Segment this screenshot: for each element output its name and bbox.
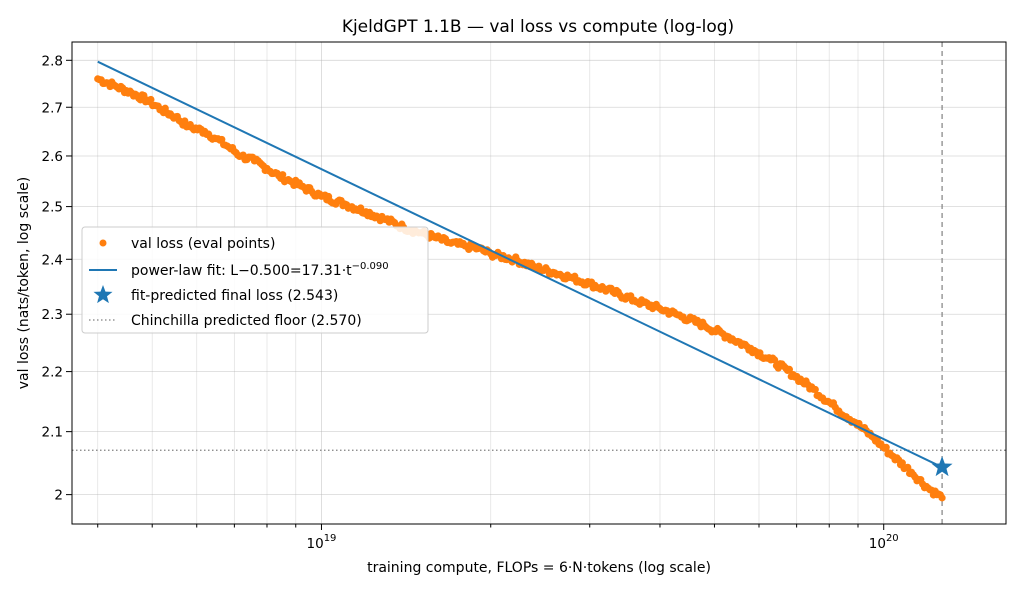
x-tick-label: 1019 <box>307 533 337 552</box>
eval-point <box>936 491 944 499</box>
x-tick-label: 1020 <box>869 533 899 552</box>
y-tick-label: 2.3 <box>42 307 63 323</box>
eval-point <box>147 95 155 104</box>
eval-point <box>140 91 148 100</box>
eval-point <box>181 117 189 125</box>
y-tick-label: 2.7 <box>42 100 63 116</box>
y-axis-label: val loss (nats/token, log scale) <box>16 177 32 390</box>
eval-point <box>898 459 906 467</box>
legend: val loss (eval points) power-law fit: L−… <box>81 226 429 334</box>
grid <box>72 42 1006 524</box>
legend-label-floor: Chinchilla predicted floor (2.570) <box>131 313 362 329</box>
eval-point <box>785 365 794 373</box>
eval-point <box>811 385 819 394</box>
eval-point <box>279 171 287 179</box>
legend-label-fit: power-law fit: L−0.500=17.31·t−0.090 <box>131 261 389 279</box>
y-tick-label: 2.5 <box>42 200 63 216</box>
legend-label-fit-exp: −0.090 <box>352 261 389 272</box>
x-tick-exponent: 20 <box>886 533 899 544</box>
legend-marker-eval <box>99 239 107 247</box>
y-tick-label: 2.8 <box>42 53 63 69</box>
chart-title: KjeldGPT 1.1B — val loss vs compute (log… <box>342 17 734 37</box>
eval-point <box>829 399 838 407</box>
legend-label-eval: val loss (eval points) <box>131 236 275 252</box>
final-point-group <box>931 456 953 477</box>
y-tick-label: 2.1 <box>42 425 63 441</box>
legend-label-final: fit-predicted final loss (2.543) <box>131 288 338 304</box>
eval-points <box>94 75 946 502</box>
y-tick-label: 2 <box>54 488 63 504</box>
legend-marker-final <box>93 285 113 304</box>
eval-point <box>398 220 406 228</box>
y-tick-label: 2.4 <box>42 252 63 268</box>
eval-point <box>882 443 890 451</box>
eval-point <box>273 169 281 177</box>
fit-line-group <box>97 60 943 469</box>
power-law-fit-line <box>97 60 943 469</box>
x-axis-label: training compute, FLOPs = 6·N·tokens (lo… <box>367 560 711 576</box>
eval-point <box>306 184 314 192</box>
y-tick-label: 2.2 <box>42 365 63 381</box>
y-tick-label: 2.6 <box>42 149 63 165</box>
final-loss-star <box>931 456 953 477</box>
eval-point <box>771 356 779 364</box>
legend-label-fit-base: power-law fit: L−0.500=17.31·t <box>131 263 352 279</box>
x-tick-exponent: 19 <box>324 533 337 544</box>
x-axis-ticks: 1019 1020 <box>97 524 899 552</box>
y-axis-ticks: 2 2.1 2.2 2.3 2.4 2.5 2.6 2.7 2.8 <box>42 53 72 504</box>
x-tick-mantissa: 10 <box>307 536 324 552</box>
x-tick-mantissa: 10 <box>869 536 886 552</box>
eval-point <box>904 463 912 471</box>
legend-box <box>81 226 429 334</box>
plot-frame <box>71 41 1007 525</box>
eval-point <box>699 318 707 326</box>
